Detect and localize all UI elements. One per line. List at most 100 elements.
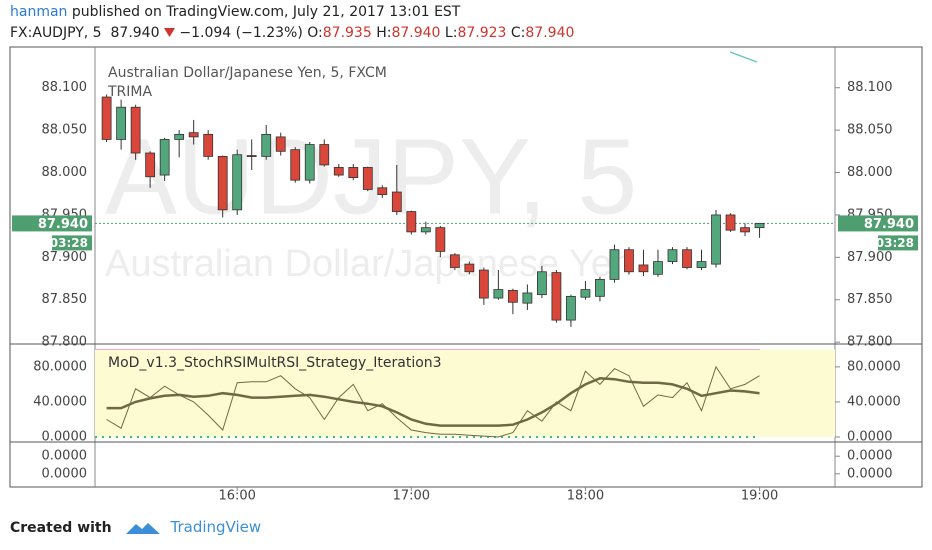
last-price-box bbox=[12, 215, 92, 232]
author[interactable]: hanman bbox=[10, 4, 68, 20]
y-tick-label: 87.900 bbox=[847, 250, 893, 265]
published: published on TradingView.com, July 21, 2… bbox=[71, 4, 461, 20]
y-tick-label: 87.800 bbox=[42, 335, 88, 350]
y-tick-label: 80.0000 bbox=[33, 359, 87, 374]
candle-body bbox=[304, 144, 315, 181]
candle-body bbox=[624, 249, 634, 273]
open: 87.935 bbox=[322, 25, 372, 41]
y-tick-label: 87.850 bbox=[42, 292, 88, 307]
created-with: Created with bbox=[10, 520, 112, 536]
candle-body bbox=[203, 133, 214, 157]
countdown-box bbox=[52, 235, 92, 251]
trendline bbox=[729, 51, 758, 63]
candle-body bbox=[551, 272, 562, 321]
y-tick-label: 0.0000 bbox=[42, 429, 88, 444]
low-label: L: bbox=[444, 25, 458, 41]
x-tick-label: 19:00 bbox=[741, 489, 778, 501]
candle-body bbox=[493, 289, 504, 299]
y-tick-label: 40.0000 bbox=[847, 394, 901, 409]
candle-body bbox=[478, 269, 489, 299]
candle-body bbox=[377, 187, 388, 195]
candle-body bbox=[130, 106, 141, 154]
quote-line: FX:AUDJPY, 5 87.940 −1.094 (−1.23%) O:87… bbox=[10, 25, 574, 41]
y-tick-label: 87.800 bbox=[847, 335, 893, 350]
candle-body bbox=[319, 144, 330, 166]
logo bbox=[126, 523, 161, 534]
candle-body bbox=[609, 249, 620, 280]
y-tick-label: 88.050 bbox=[42, 123, 88, 138]
candle-body bbox=[537, 271, 547, 296]
candle-body bbox=[391, 191, 402, 212]
symbol: FX:AUDJPY, 5 bbox=[10, 25, 102, 41]
candle-body bbox=[217, 156, 228, 211]
candle-body bbox=[261, 133, 272, 157]
candle-body bbox=[696, 261, 707, 268]
candle-body bbox=[653, 261, 663, 275]
candle-body bbox=[667, 249, 678, 262]
y-tick-label: 0.0000 bbox=[847, 429, 893, 444]
high: 87.940 bbox=[391, 25, 441, 41]
candle-body bbox=[101, 96, 112, 140]
down-arrow bbox=[163, 28, 175, 37]
y-tick-label: 0.0000 bbox=[847, 449, 893, 464]
candle-body bbox=[711, 214, 721, 265]
candle-body bbox=[507, 290, 518, 303]
y-tick-label: 88.000 bbox=[847, 165, 893, 180]
y-tick-label: 88.100 bbox=[847, 80, 893, 95]
last-price-label: 87.940 bbox=[38, 217, 88, 232]
y-tick-label: 87.900 bbox=[42, 250, 88, 265]
open-label: O: bbox=[307, 25, 323, 41]
candle-body bbox=[566, 295, 576, 321]
last: 87.940 bbox=[110, 25, 160, 41]
candle-body bbox=[406, 211, 417, 233]
last-price-label: 87.940 bbox=[864, 217, 914, 232]
x-tick-label: 16:00 bbox=[218, 489, 255, 501]
candle-body bbox=[362, 167, 373, 190]
x-tick-label: 18:00 bbox=[567, 489, 604, 501]
candle-body bbox=[275, 136, 286, 152]
candle-body bbox=[435, 227, 446, 252]
candle-body bbox=[174, 133, 185, 140]
oscillator-line bbox=[106, 377, 760, 427]
last-price-box bbox=[838, 215, 918, 232]
high-label: H: bbox=[376, 25, 392, 41]
candle-body bbox=[188, 132, 199, 138]
close-label: C: bbox=[510, 25, 526, 41]
candle-body bbox=[449, 254, 460, 268]
candle-body bbox=[580, 289, 591, 298]
publish-line: hanman published on TradingView.com, Jul… bbox=[10, 4, 460, 20]
candle-body bbox=[595, 278, 605, 297]
oscillator-line bbox=[106, 365, 760, 438]
footer: Created with TradingView bbox=[10, 518, 261, 536]
candle-body bbox=[333, 167, 344, 176]
candle-body bbox=[740, 227, 750, 233]
candle-body bbox=[246, 155, 257, 157]
countdown-label: 03:28 bbox=[876, 236, 914, 250]
y-tick-label: 40.0000 bbox=[33, 394, 87, 409]
candle-body bbox=[159, 139, 170, 176]
indicator-label: TRIMA bbox=[107, 84, 152, 100]
candle-body bbox=[232, 154, 243, 211]
y-tick-label: 87.850 bbox=[847, 292, 893, 307]
candle-body bbox=[725, 214, 736, 231]
candle-body bbox=[145, 152, 156, 178]
brand[interactable]: TradingView bbox=[170, 518, 262, 536]
close: 87.940 bbox=[525, 25, 575, 41]
y-tick-label: 88.050 bbox=[847, 123, 893, 138]
candle-body bbox=[348, 167, 359, 179]
countdown-box bbox=[878, 235, 918, 251]
countdown-label: 03:28 bbox=[50, 236, 88, 250]
candle-body bbox=[638, 264, 649, 273]
y-tick-label: 80.0000 bbox=[847, 359, 901, 374]
indicator-title: MoD_v1.3_StochRSIMultRSI_Strategy_Iterat… bbox=[108, 355, 442, 371]
candle-body bbox=[754, 223, 765, 229]
x-tick-label: 17:00 bbox=[393, 489, 430, 501]
chart-title: Australian Dollar/Japanese Yen, 5, FXCM bbox=[108, 65, 387, 81]
frame bbox=[9, 46, 923, 488]
y-tick-label: 0.0000 bbox=[42, 466, 88, 481]
candle-body bbox=[522, 292, 533, 304]
change: −1.094 (−1.23%) bbox=[179, 25, 303, 41]
candle-body bbox=[116, 106, 127, 140]
